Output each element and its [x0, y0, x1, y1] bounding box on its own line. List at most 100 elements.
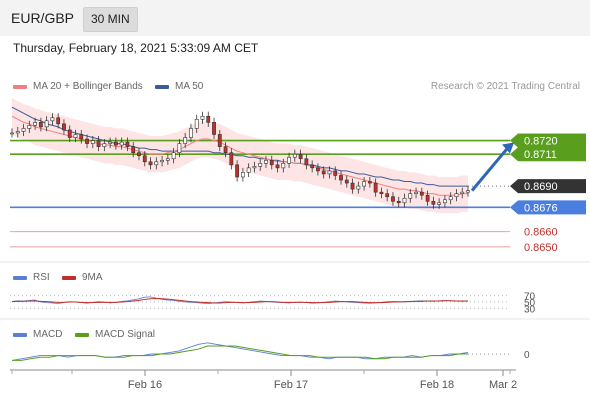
- candle-body: [189, 128, 193, 138]
- level-tag-0.8711: [510, 147, 586, 162]
- candle: [443, 195, 447, 208]
- candle-body: [10, 132, 14, 135]
- macd-swatch: [13, 332, 27, 337]
- candle: [33, 117, 37, 130]
- candle-body: [56, 117, 61, 125]
- candle-body: [321, 170, 326, 175]
- candle: [414, 187, 418, 199]
- candle: [154, 157, 159, 170]
- candle-body: [264, 159, 268, 164]
- legend-ma20-label: MA 20 + Bollinger Bands: [33, 81, 143, 92]
- candle: [194, 114, 199, 133]
- candle-body: [333, 170, 338, 176]
- candle: [183, 132, 188, 149]
- candle-body: [292, 153, 297, 158]
- candle-body: [310, 164, 315, 169]
- candle-body: [344, 179, 349, 184]
- candle-body: [165, 158, 170, 161]
- candle: [402, 193, 407, 208]
- ma20-swatch: [13, 84, 27, 89]
- legend-macd: MACD: [13, 329, 62, 340]
- candle-body: [200, 115, 205, 120]
- candle: [229, 148, 234, 170]
- candle-body: [21, 128, 26, 132]
- candle-body: [396, 200, 401, 204]
- candle: [269, 155, 274, 170]
- candle: [333, 166, 338, 181]
- candle-body: [183, 137, 188, 144]
- candle: [62, 119, 66, 135]
- rsi-tick-70: 70: [524, 292, 536, 303]
- candle: [206, 111, 211, 127]
- candle-body: [194, 118, 199, 129]
- candle-body: [466, 190, 470, 193]
- level-label-0.8660: 0.8660: [524, 227, 558, 239]
- macd-line: [11, 342, 469, 361]
- candle: [235, 160, 240, 182]
- candle: [298, 149, 303, 164]
- candle: [304, 154, 309, 170]
- candle-body: [448, 196, 453, 201]
- level-label-0.8650: 0.8650: [524, 242, 558, 254]
- candle: [362, 176, 367, 191]
- candle: [419, 187, 424, 200]
- candle: [264, 155, 268, 168]
- candle-body: [229, 152, 234, 166]
- candle-body: [38, 122, 43, 128]
- candle-body: [356, 185, 361, 190]
- candle-body: [298, 153, 303, 160]
- macd-signal-swatch: [75, 332, 89, 337]
- level-text-0.8711: 0.8711: [524, 149, 557, 161]
- candle-body: [408, 193, 413, 199]
- level-tag-0.8720: [510, 133, 586, 148]
- candle: [160, 155, 164, 167]
- candle: [10, 128, 14, 138]
- candle-body: [443, 199, 447, 204]
- candle: [339, 170, 343, 185]
- candle: [379, 187, 384, 199]
- legend-macd-label: MACD: [33, 329, 63, 340]
- legend-ma50: MA 50: [155, 81, 203, 92]
- candle-body: [414, 191, 418, 194]
- candle: [27, 120, 32, 133]
- level-text-0.8720: 0.8720: [524, 136, 558, 148]
- candle-body: [154, 161, 159, 166]
- candle-body: [148, 161, 153, 166]
- candle: [252, 161, 257, 173]
- timeframe-badge[interactable]: 30 MIN: [83, 7, 138, 32]
- candle: [131, 142, 136, 158]
- candle: [275, 160, 280, 173]
- candle: [385, 189, 390, 202]
- x-tick-label: Feb 17: [274, 379, 308, 391]
- candle: [21, 123, 26, 136]
- candle-body: [316, 167, 320, 172]
- x-tick-label: Mar 2: [489, 379, 517, 391]
- candle-body: [431, 200, 436, 205]
- candle-body: [15, 131, 20, 134]
- candle: [200, 111, 205, 124]
- candle: [316, 163, 320, 176]
- candle-body: [108, 141, 113, 144]
- level-text-0.8660: 0.8660: [524, 227, 558, 239]
- candle: [327, 166, 332, 179]
- candle: [177, 139, 182, 158]
- candle-body: [113, 141, 118, 146]
- candle-body: [160, 159, 164, 163]
- level-label-0.8711: 0.8711: [510, 147, 586, 162]
- candle: [223, 142, 228, 158]
- candle-body: [44, 120, 49, 128]
- candle: [281, 158, 286, 173]
- candle-body: [373, 182, 378, 193]
- candle: [56, 113, 61, 129]
- candle-body: [33, 122, 37, 126]
- candle: [96, 135, 101, 152]
- candle-body: [246, 167, 251, 173]
- candle-body: [223, 146, 228, 153]
- candle: [79, 129, 84, 144]
- candle-body: [339, 175, 343, 181]
- legend-rsi: RSI: [13, 272, 50, 283]
- candle: [344, 175, 349, 188]
- candle-body: [67, 129, 72, 138]
- level-tag-0.8676: [510, 200, 586, 215]
